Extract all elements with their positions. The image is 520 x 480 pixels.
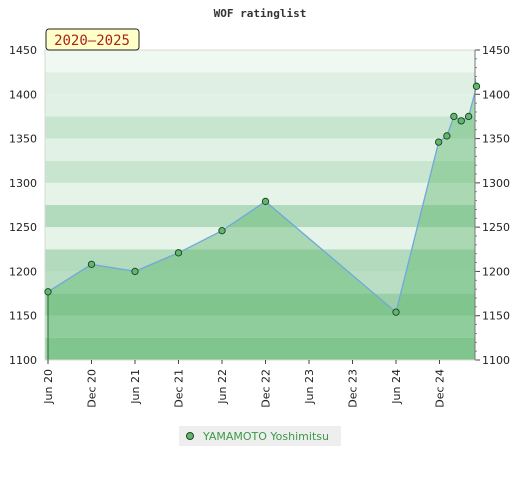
y-tick-label-left: 1200 [9, 265, 37, 278]
legend: YAMAMOTO Yoshimitsu [179, 426, 341, 446]
y-tick-label-left: 1250 [9, 221, 37, 234]
background-band [45, 50, 475, 73]
x-tick-label: Dec 21 [173, 369, 186, 408]
background-band [45, 249, 475, 272]
y-tick-label-right: 1250 [482, 221, 510, 234]
background-band [45, 293, 475, 316]
data-point [464, 112, 473, 121]
period-badge: 2020–2025 [45, 28, 140, 51]
chart-title: WOF ratinglist [214, 7, 307, 20]
x-tick-label: Dec 24 [434, 369, 447, 408]
x-tick-label: Jun 24 [390, 369, 403, 405]
background-band [45, 337, 475, 360]
period-badge-background [45, 28, 140, 51]
background-band [45, 160, 475, 183]
y-tick-label-right: 1300 [482, 177, 510, 190]
background-band [45, 205, 475, 228]
y-tick-label-left: 1300 [9, 177, 37, 190]
background-band [45, 72, 475, 95]
data-point [131, 267, 139, 276]
y-tick-label-right: 1350 [482, 133, 510, 146]
background-bands [45, 50, 475, 360]
rating-area-fill [48, 77, 477, 360]
data-point [392, 308, 400, 316]
data-point [44, 288, 52, 296]
x-tick-label: Dec 20 [86, 369, 99, 408]
background-band [45, 182, 475, 205]
background-band [45, 227, 475, 250]
data-point [434, 138, 443, 146]
axes: 1100 1100 1150 1150 1200 1200 1250 1250 1300 1300… [9, 44, 510, 408]
y-tick-label-right: 1450 [482, 44, 510, 57]
y-tick-label-right: 1150 [482, 310, 510, 323]
x-tick-label: Jun 22 [216, 369, 229, 405]
x-tick-label: Jun 20 [42, 369, 55, 405]
y-tick-label-left: 1100 [9, 354, 37, 367]
x-tick-label: Dec 22 [260, 369, 273, 408]
data-point [472, 82, 481, 90]
data-point [261, 197, 270, 206]
y-tick-label-left: 1150 [9, 310, 37, 323]
y-tick-label-right: 1400 [482, 88, 510, 101]
background-band [45, 94, 475, 117]
data-point [87, 260, 96, 268]
legend-series-name: YAMAMOTO Yoshimitsu [203, 429, 329, 443]
x-tick-label: Jun 23 [303, 369, 316, 405]
data-point [174, 249, 183, 257]
data-points [44, 82, 481, 316]
x-tick-label: Jun 21 [129, 369, 142, 405]
legend-marker-icon [186, 432, 194, 440]
data-point [443, 132, 451, 140]
background-band [45, 138, 475, 161]
y-tick-label-left: 1350 [9, 133, 37, 146]
background-band [45, 315, 475, 338]
data-point [457, 117, 465, 125]
y-tick-label-right: 1200 [482, 265, 510, 278]
period-badge-label: 2020–2025 [54, 33, 130, 49]
y-tick-label-right: 1100 [482, 354, 510, 367]
y-tick-label-left: 1400 [9, 88, 37, 101]
background-band [45, 116, 475, 139]
x-tick-label: Dec 23 [347, 369, 360, 408]
data-point [450, 112, 458, 121]
data-point [218, 227, 226, 235]
y-tick-label-left: 1450 [9, 44, 37, 57]
